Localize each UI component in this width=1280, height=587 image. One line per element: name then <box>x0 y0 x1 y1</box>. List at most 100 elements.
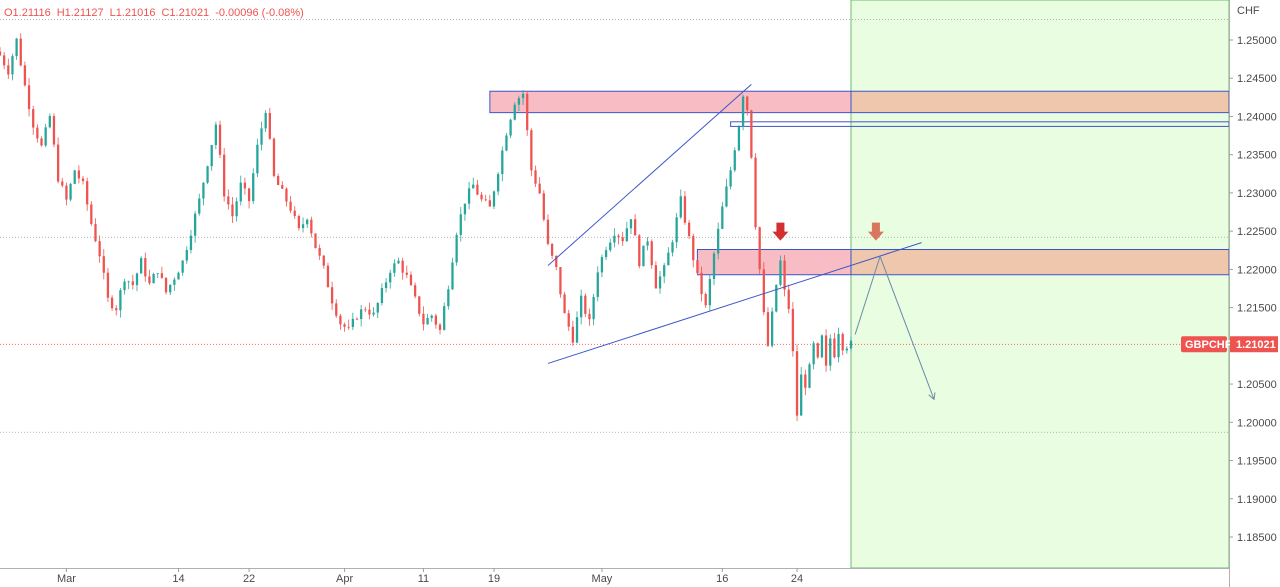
candle-body <box>239 182 242 202</box>
candle-body <box>160 273 164 278</box>
candle-body <box>322 255 325 266</box>
candle-body <box>480 194 483 200</box>
candle-body <box>737 126 741 151</box>
price-tick-label: 1.21500 <box>1237 303 1277 315</box>
candle-body <box>69 183 72 200</box>
candle-body <box>463 203 467 215</box>
candle-body <box>243 182 247 189</box>
candle-body <box>750 110 753 158</box>
ohlc-close: C1.21021 <box>161 7 210 19</box>
candle-body <box>629 219 633 229</box>
forecast-area <box>850 0 1230 569</box>
candle-body <box>135 273 139 286</box>
candle-body <box>422 313 425 325</box>
price-axis[interactable]: 1.25000 1.24500 1.24000 1.23500 1.23000 1.225… <box>1229 35 1277 544</box>
projection-path <box>854 254 936 401</box>
candle-body <box>7 65 10 75</box>
candle-body <box>148 276 151 284</box>
price-tick-label: 1.23000 <box>1237 188 1277 200</box>
candle-body <box>102 256 105 273</box>
time-tick-label: 22 <box>243 573 255 585</box>
candle-body <box>106 272 110 298</box>
time-tick-label: 14 <box>172 573 184 585</box>
candle-body <box>633 219 637 236</box>
candle-body <box>223 154 226 197</box>
candle-body <box>609 242 612 251</box>
candle-body <box>687 222 691 237</box>
candle-body <box>355 318 359 320</box>
candle-body <box>426 318 429 325</box>
price-badge <box>1230 336 1278 353</box>
dotted-levels <box>0 18 1229 433</box>
candle-body <box>139 258 143 274</box>
candle-body <box>696 260 699 273</box>
trendline <box>547 83 752 266</box>
candle-body <box>210 145 213 167</box>
candle-body <box>368 309 371 315</box>
candle-body <box>546 219 550 244</box>
candle-body <box>231 204 234 217</box>
candle-body <box>297 215 301 229</box>
candle-body <box>268 112 271 139</box>
currency-label: CHF <box>1237 5 1260 17</box>
projection-arrowhead <box>928 392 936 401</box>
candle-body <box>509 119 512 136</box>
candle-body <box>812 343 815 365</box>
price-tick-label: 1.19500 <box>1237 456 1277 468</box>
candle-body <box>119 290 122 311</box>
candle-body <box>351 318 354 328</box>
candle-body <box>476 184 479 195</box>
time-tick-label: Apr <box>336 573 353 585</box>
zone-pink <box>696 249 852 276</box>
candle-body <box>775 284 778 312</box>
candle-body <box>580 295 583 318</box>
candle-body <box>762 269 765 313</box>
candle-body <box>405 272 408 275</box>
candle-body <box>501 150 504 175</box>
candle-body <box>530 130 533 171</box>
candle-body <box>667 252 670 266</box>
time-axis[interactable]: Mar 14 22 Apr 11 19 May 16 24 <box>57 568 803 585</box>
candle-body <box>542 193 545 220</box>
candle-body <box>65 185 68 200</box>
candle-body <box>588 313 591 320</box>
candle-body <box>671 242 674 253</box>
candle-body <box>816 343 819 358</box>
candle-body <box>285 188 288 202</box>
ohlc-open: O1.21116 <box>4 7 51 19</box>
candle-body <box>256 144 259 174</box>
candle-body <box>729 170 732 187</box>
price-tick-label: 1.24000 <box>1237 111 1277 123</box>
candle-body <box>27 85 31 110</box>
candle-body <box>654 265 658 289</box>
candle-body <box>389 272 392 283</box>
signal-arrows <box>772 222 884 241</box>
candle-body <box>521 93 525 99</box>
candle-body <box>181 260 184 273</box>
candle-body <box>513 104 516 120</box>
candle-body <box>824 335 828 366</box>
candle-body <box>443 306 446 330</box>
candle-body <box>704 294 707 306</box>
candle-body <box>48 116 51 128</box>
candle-body <box>600 257 604 273</box>
candle-body <box>44 127 47 146</box>
candle-body <box>11 56 14 75</box>
candle-body <box>592 296 595 320</box>
candle-body <box>459 214 462 235</box>
candle-body <box>472 184 475 189</box>
candle-body <box>193 213 197 236</box>
candle-body <box>708 278 712 306</box>
candle-body <box>559 267 562 295</box>
symbol-badge <box>1181 336 1227 353</box>
candle-body <box>127 281 130 283</box>
time-tick-label: 16 <box>716 573 728 585</box>
candle-body <box>488 200 491 207</box>
candle-body <box>418 296 421 314</box>
time-tick-label: 24 <box>791 573 803 585</box>
candle-body <box>218 124 222 155</box>
candle-body <box>289 201 292 211</box>
candle-body <box>692 236 695 261</box>
ohlc-legend: O1.21116 H1.21127 L1.21016 C1.21021 -0.00096… <box>4 7 310 19</box>
